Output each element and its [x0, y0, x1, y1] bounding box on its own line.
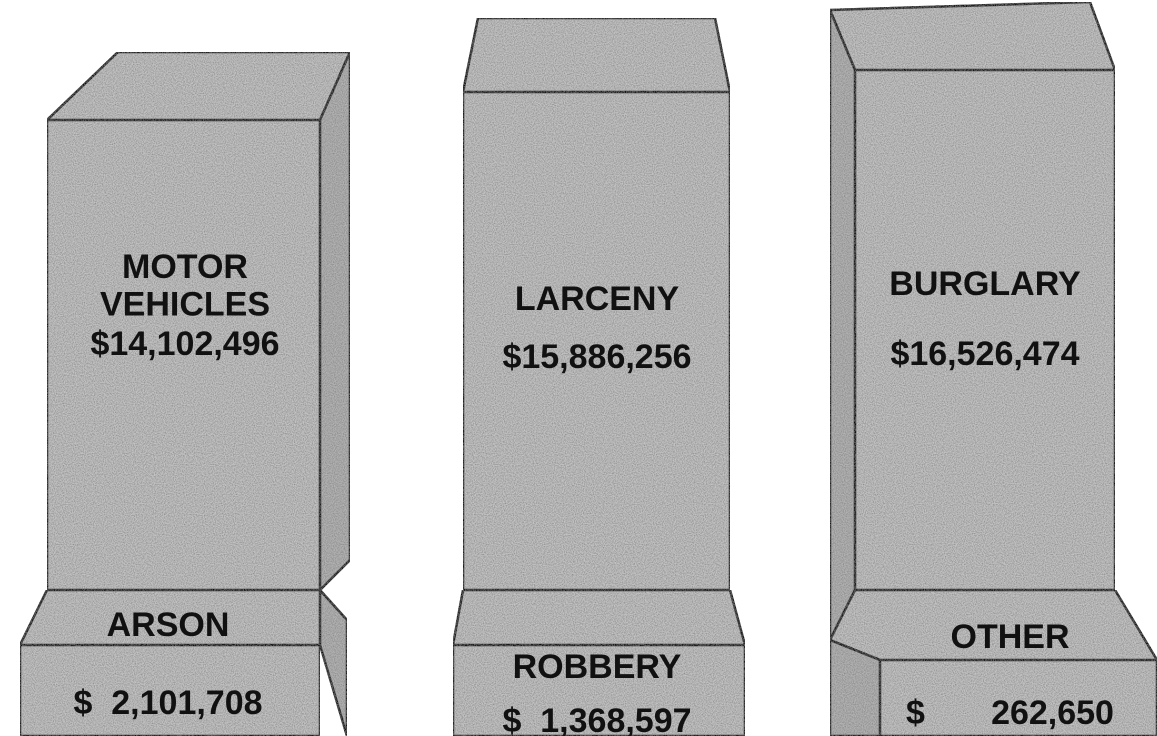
block-label: LARCENY	[515, 280, 680, 318]
block-2	[453, 18, 745, 736]
block-side	[830, 10, 855, 640]
block-top	[463, 18, 730, 92]
base-label: OTHER	[951, 618, 1070, 656]
block-value: $14,102,496	[90, 325, 279, 363]
infographic: MOTORVEHICLES$14,102,496 LARCENY $15,886,2…	[0, 0, 1157, 736]
block-top	[830, 2, 1115, 70]
block-top	[47, 52, 350, 120]
base-label: ARSON	[107, 606, 230, 644]
base-top	[453, 590, 745, 645]
block-value: $16,526,474	[890, 335, 1079, 373]
base-value: $ 262,650	[906, 694, 1114, 732]
block-value: $15,886,256	[502, 338, 691, 376]
base-side	[320, 590, 347, 736]
base-value: $ 1,368,597	[502, 702, 691, 736]
base-value: $ 2,101,708	[73, 684, 262, 722]
block-side	[320, 52, 350, 590]
base-label: ROBBERY	[513, 648, 682, 686]
block-label: BURGLARY	[889, 265, 1081, 303]
block-front	[855, 70, 1115, 590]
